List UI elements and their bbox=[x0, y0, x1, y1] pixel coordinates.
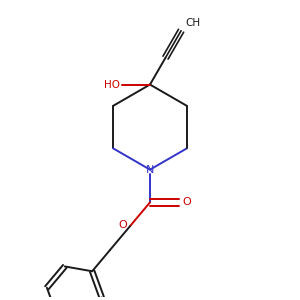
Text: CH: CH bbox=[185, 18, 200, 28]
Text: O: O bbox=[183, 197, 191, 207]
Text: N: N bbox=[146, 165, 154, 175]
Text: O: O bbox=[118, 220, 127, 230]
Text: HO: HO bbox=[103, 80, 120, 90]
